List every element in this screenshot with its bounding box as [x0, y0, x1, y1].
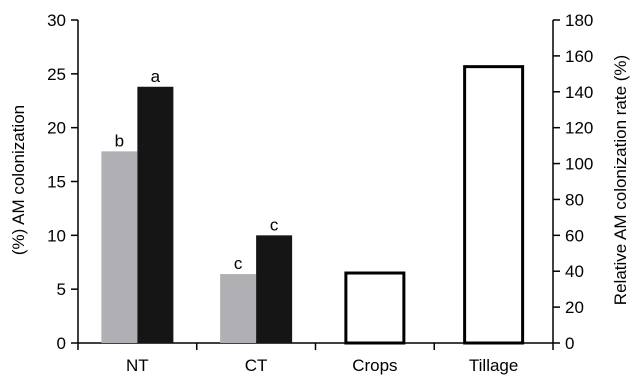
left-tick-label: 30	[47, 11, 66, 30]
ticks: 0 5 10 15 20 25 30 0 20 40 60 80 100 120 140 160 180 NT CT…	[47, 11, 593, 375]
left-tick-label: 0	[57, 334, 66, 353]
left-tick-label: 10	[47, 226, 66, 245]
bar-labels: b c a c	[115, 67, 279, 273]
category-label: NT	[126, 356, 149, 375]
right-tick-label: 140	[565, 83, 593, 102]
left-tick-label: 15	[47, 173, 66, 192]
bar-significance-label: b	[115, 131, 124, 150]
right-tick-label: 60	[565, 226, 584, 245]
right-tick-label: 20	[565, 298, 584, 317]
right-tick-label: 100	[565, 155, 593, 174]
right-tick-label: 180	[565, 11, 593, 30]
bar	[137, 86, 174, 344]
right-tick-label: 80	[565, 190, 584, 209]
bars	[101, 65, 525, 345]
bar-significance-label: c	[234, 254, 243, 273]
left-tick-label: 5	[57, 280, 66, 299]
right-tick-label: 40	[565, 262, 584, 281]
left-axis-title: (%) AM colonization	[9, 105, 28, 255]
bar-significance-label: a	[151, 67, 161, 86]
left-tick-label: 25	[47, 65, 66, 84]
category-label: CT	[245, 356, 268, 375]
right-axis-title: Relative AM colonization rate (%)	[611, 55, 630, 305]
category-label: Crops	[352, 356, 397, 375]
left-tick-label: 20	[47, 119, 66, 138]
bar	[256, 235, 293, 343]
right-tick-label: 0	[565, 334, 574, 353]
bar	[463, 65, 525, 345]
bar	[220, 274, 257, 343]
category-label: Tillage	[469, 356, 518, 375]
bar	[101, 151, 138, 343]
bar	[344, 271, 406, 345]
right-tick-label: 160	[565, 47, 593, 66]
bar-significance-label: c	[270, 215, 279, 234]
right-tick-label: 120	[565, 119, 593, 138]
